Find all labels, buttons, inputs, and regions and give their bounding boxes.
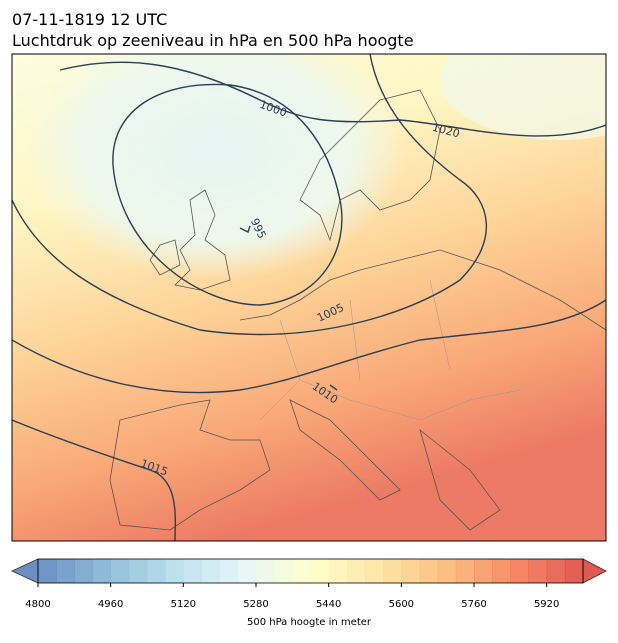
colorbar-cell [219,559,239,583]
colorbar-extend [11,558,39,584]
colorbar-frame [37,558,584,584]
colorbar-cell [492,559,511,583]
colorbar-cell [201,559,221,583]
colorbar-cell [38,559,57,583]
colorbar-cell [455,559,475,583]
colorbar-tick-label: 5600 [389,599,414,610]
colorbar-cell [401,559,420,583]
colorbar-cell [92,559,112,583]
colorbar-tick-label: 5280 [243,599,268,610]
title: 07-11-1819 12 UTC [12,10,167,29]
subtitle: Luchtdruk op zeeniveau in hPa en 500 hPa… [12,31,414,50]
colorbar-cell [74,559,93,583]
colorbar-cell [546,559,566,583]
colorbar: 4800 4960 5120 5280 5440 5600 5760 5920 [11,558,607,610]
colorbar-cell [56,559,75,583]
colorbar-tick-label: 5440 [316,599,341,610]
colorbar-cell [183,559,202,583]
colorbar-cell [328,559,348,583]
colorbar-cell [292,559,311,583]
colorbar-extend [582,558,607,584]
colorbar-cell [274,559,293,583]
colorbar-tick-label: 4800 [25,599,50,610]
colorbar-cell [383,559,402,583]
colorbar-cell [310,559,330,583]
colorbar-cell [474,559,493,583]
map: 1000 1020 995 1005 1010 1015 [12,54,606,541]
colorbar-cell [564,559,584,583]
colorbar-cell [419,559,439,583]
colorbar-tick-label: 4960 [98,599,123,610]
colorbar-cell [365,559,384,583]
colorbar-label: 500 hPa hoogte in meter [247,617,372,628]
colorbar-cell [110,559,130,583]
colorbar-cell [256,559,275,583]
colorbar-cell [346,559,366,583]
colorbar-tick-label: 5760 [461,599,486,610]
colorbar-tick-label: 5120 [171,599,196,610]
colorbar-cell [528,559,548,583]
colorbar-cell [128,559,148,583]
colorbar-cell [510,559,529,583]
colorbar-cell [147,559,166,583]
colorbar-tick-label: 5920 [534,599,559,610]
colorbar-cell [437,559,457,583]
colorbar-cell [165,559,184,583]
colorbar-cell [237,559,257,583]
